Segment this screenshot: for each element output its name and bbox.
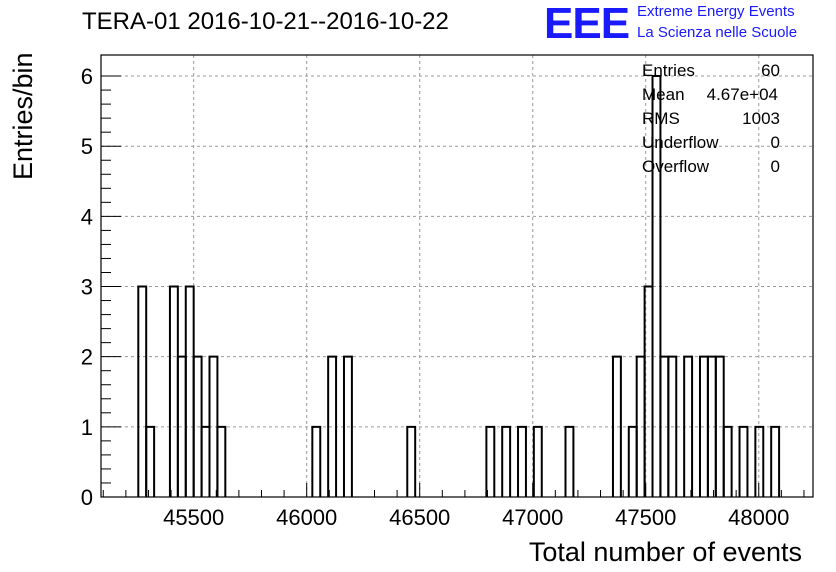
histogram-bin bbox=[667, 355, 678, 497]
histogram-bin bbox=[517, 425, 527, 497]
histogram-bin bbox=[311, 425, 322, 497]
y-tick-label: 0 bbox=[81, 485, 93, 510]
stat-entries: Entries 60 bbox=[642, 60, 780, 84]
stat-value: 60 bbox=[761, 61, 780, 80]
stat-label: Mean bbox=[642, 85, 685, 104]
histogram-bin bbox=[137, 285, 148, 497]
histogram-bin bbox=[627, 425, 638, 497]
y-axis-label: Entries/bin bbox=[8, 52, 38, 180]
histogram-bin bbox=[770, 425, 781, 497]
y-tick-label: 2 bbox=[81, 345, 93, 370]
plot-frame bbox=[100, 54, 814, 498]
stat-underflow: Underflow 0 bbox=[642, 132, 780, 156]
logo-subtitle-line2: La Scienza nelle Scuole bbox=[637, 24, 798, 41]
histogram-bin bbox=[501, 425, 512, 497]
eee-logo: EEE bbox=[544, 0, 630, 48]
histogram-bin bbox=[200, 425, 211, 497]
x-axis-label: Total number of events bbox=[528, 537, 802, 567]
stats-box: Entries 60 Mean 4.67e+04 RMS 1003 Underf… bbox=[642, 60, 780, 180]
y-tick-label: 6 bbox=[81, 64, 93, 89]
histogram-bin bbox=[722, 425, 733, 497]
stat-value: 1003 bbox=[742, 109, 780, 128]
stat-value: 0 bbox=[770, 157, 780, 176]
stat-mean: Mean 4.67e+04 bbox=[642, 84, 780, 108]
histogram-bin bbox=[683, 355, 694, 497]
y-tick-label: 3 bbox=[81, 275, 93, 300]
stat-label: RMS bbox=[642, 109, 680, 128]
histogram-bin bbox=[168, 285, 179, 497]
x-tick-label: 48000 bbox=[728, 505, 789, 530]
y-tick-label: 1 bbox=[81, 415, 93, 440]
y-tick-label: 5 bbox=[81, 134, 93, 159]
histogram-bin bbox=[754, 425, 765, 497]
stat-label: Entries bbox=[642, 61, 695, 80]
histogram-bin bbox=[564, 425, 575, 497]
histogram-bin bbox=[406, 425, 417, 497]
histogram-bin bbox=[611, 355, 622, 497]
x-tick-label: 46000 bbox=[276, 505, 337, 530]
x-tick-label: 46500 bbox=[389, 505, 450, 530]
histogram-bin bbox=[342, 355, 353, 497]
histogram-bin bbox=[216, 425, 227, 497]
histogram-bin bbox=[145, 425, 156, 497]
logo-subtitle-line1: Extreme Energy Events bbox=[637, 3, 795, 20]
x-tick-label: 47000 bbox=[502, 505, 563, 530]
stat-label: Underflow bbox=[642, 133, 719, 152]
x-tick-label: 47500 bbox=[615, 505, 676, 530]
stat-rms: RMS 1003 bbox=[642, 108, 780, 132]
stat-overflow: Overflow 0 bbox=[642, 156, 780, 180]
histogram-bin bbox=[532, 425, 543, 497]
stat-value: 0 bbox=[770, 133, 780, 152]
chart-title: TERA-01 2016-10-21--2016-10-22 bbox=[82, 8, 449, 35]
histogram-bin bbox=[651, 75, 662, 497]
x-tick-label: 45500 bbox=[163, 505, 224, 530]
y-tick-label: 4 bbox=[81, 204, 93, 229]
stat-value: 4.67e+04 bbox=[706, 85, 778, 104]
histogram-bin bbox=[184, 285, 195, 497]
histogram-bin bbox=[485, 425, 496, 497]
stat-label: Overflow bbox=[642, 157, 710, 176]
histogram-bin bbox=[327, 355, 338, 497]
histogram-bin bbox=[738, 425, 749, 497]
